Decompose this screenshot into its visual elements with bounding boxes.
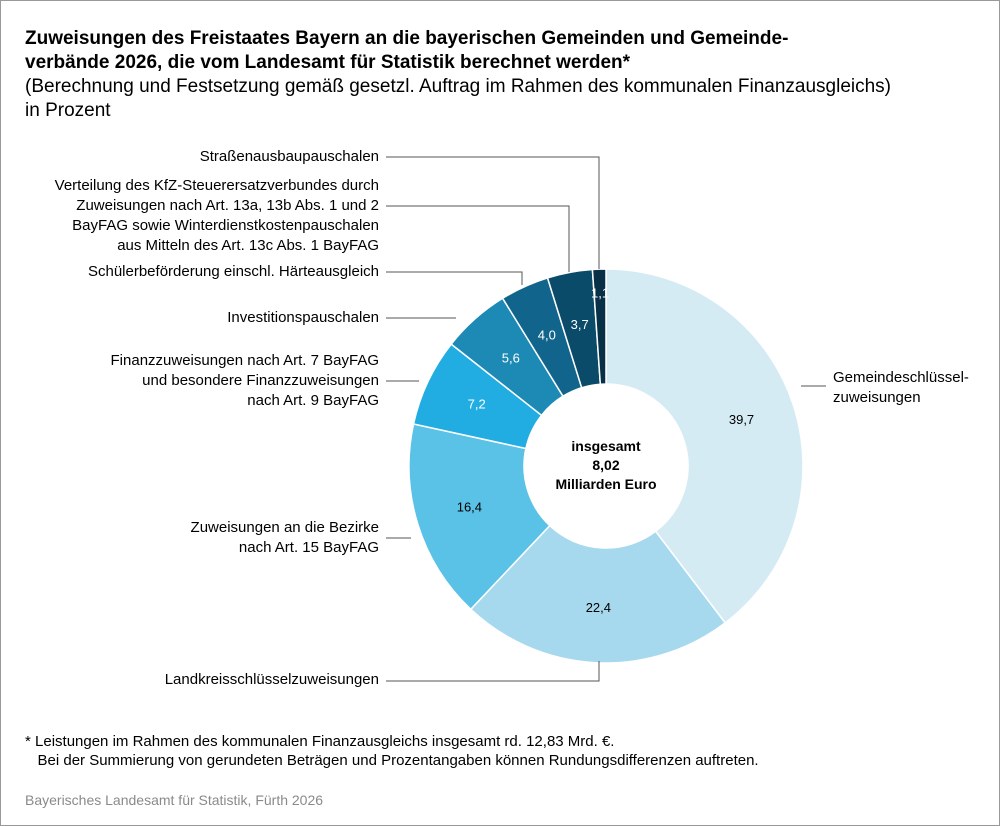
category-label: Landkreisschlüsselzuweisungen (164, 671, 379, 688)
leader-line (386, 205, 570, 272)
chart-title: Zuweisungen des Freistaates Bayern an di… (25, 28, 789, 73)
value-label: 3,7 (571, 317, 589, 332)
footnote: * Leistungen im Rahmen des kommunalen Fi… (25, 733, 759, 769)
donut-segment (605, 268, 804, 624)
value-label: 4,0 (538, 327, 556, 342)
category-label: Zuweisungen an die Bezirke nach Art. 15 … (190, 519, 379, 556)
category-label: Schülerbeförderung einschl. Härteausglei… (87, 263, 379, 280)
leader-line (386, 661, 600, 682)
category-label: Investitionspauschalen (227, 309, 379, 326)
category-label: Straßenausbaupauschalen (199, 148, 379, 165)
donut-segment (408, 423, 551, 611)
value-label: 5,6 (502, 351, 520, 366)
value-label: 22,4 (586, 600, 611, 615)
value-label: 16,4 (457, 500, 482, 515)
donut-segment (469, 524, 727, 664)
center-label: insgesamt 8,02 Milliarden Euro (555, 438, 657, 492)
donut-segment (591, 268, 607, 385)
leader-line (386, 271, 523, 285)
category-label: Verteilung des KfZ-Steuerersatzverbundes… (54, 177, 379, 254)
value-label: 39,7 (729, 412, 754, 427)
value-label: 7,2 (468, 396, 486, 411)
category-label: Gemeindeschlüssel- zuweisungen (833, 369, 969, 406)
chart-subtitle: (Berechnung und Festsetzung gemäß gesetz… (25, 76, 892, 121)
value-label: 1,1 (591, 286, 609, 301)
leader-line (386, 156, 600, 269)
source: Bayerisches Landesamt für Statistik, Für… (25, 792, 324, 808)
category-label: Finanzzuweisungen nach Art. 7 BayFAG und… (110, 352, 379, 409)
